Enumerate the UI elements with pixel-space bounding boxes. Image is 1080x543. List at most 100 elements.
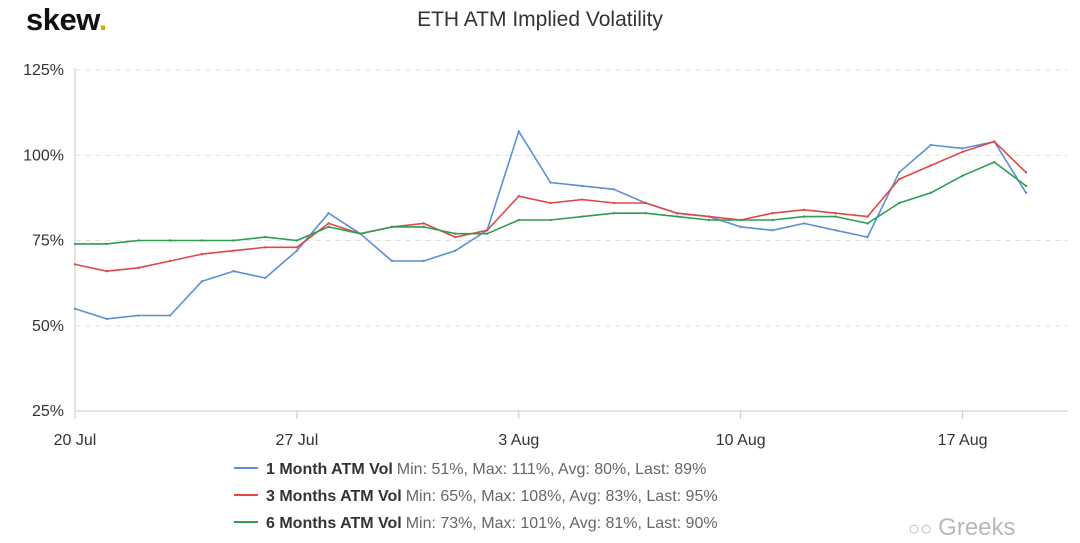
data-point bbox=[200, 239, 203, 242]
data-point bbox=[327, 212, 330, 215]
data-point bbox=[1024, 191, 1028, 194]
x-tick-label: 20 Jul bbox=[54, 432, 97, 449]
legend-swatch-6m bbox=[234, 520, 258, 523]
data-point bbox=[264, 246, 267, 249]
data-point bbox=[929, 143, 933, 147]
data-point bbox=[73, 242, 77, 246]
data-point bbox=[581, 198, 584, 201]
data-point bbox=[137, 314, 140, 317]
data-point bbox=[1024, 171, 1028, 174]
data-point bbox=[359, 232, 362, 235]
data-point bbox=[644, 212, 647, 215]
data-point bbox=[454, 249, 457, 252]
data-point bbox=[517, 218, 520, 222]
legend-item-3m[interactable]: 3 Months ATM Vol Min: 65%, Max: 108%, Avg… bbox=[234, 488, 718, 506]
data-point bbox=[612, 201, 616, 205]
data-point bbox=[612, 212, 616, 215]
data-point bbox=[517, 130, 520, 133]
data-point bbox=[549, 181, 552, 184]
data-point bbox=[771, 212, 774, 215]
data-point bbox=[549, 218, 552, 222]
x-tick-label: 3 Aug bbox=[498, 432, 539, 449]
data-point bbox=[200, 280, 203, 283]
data-point bbox=[612, 188, 616, 191]
data-point bbox=[73, 307, 77, 310]
data-point bbox=[834, 229, 837, 232]
data-point bbox=[485, 229, 489, 232]
data-point bbox=[898, 201, 901, 205]
data-point bbox=[200, 252, 203, 256]
data-point bbox=[422, 225, 425, 229]
data-point bbox=[707, 218, 711, 222]
legend-item-1m[interactable]: 1 Month ATM Vol Min: 51%, Max: 111%, Avg:… bbox=[234, 461, 706, 479]
data-point bbox=[327, 222, 330, 225]
data-point bbox=[993, 140, 996, 143]
data-point bbox=[295, 249, 299, 252]
data-point bbox=[295, 239, 299, 242]
legend-swatch-1m bbox=[234, 466, 258, 469]
y-tick-label: 125% bbox=[23, 62, 64, 79]
data-point bbox=[993, 160, 996, 164]
legend-series-stats: Min: 65%, Max: 108%, Avg: 83%, Last: 95% bbox=[405, 488, 718, 505]
skew-logo: skew. bbox=[26, 2, 107, 37]
greeks-watermark: ○○ Greeks bbox=[908, 514, 1016, 541]
chart-title: ETH ATM Implied Volatility bbox=[417, 8, 663, 31]
data-point bbox=[581, 215, 584, 218]
data-point bbox=[707, 215, 711, 218]
legend-series-name: 6 Months ATM Vol bbox=[266, 515, 402, 532]
data-point bbox=[232, 239, 235, 242]
data-point bbox=[73, 263, 77, 266]
legend-series-stats: Min: 51%, Max: 111%, Avg: 80%, Last: 89% bbox=[396, 461, 707, 478]
data-point bbox=[739, 225, 742, 229]
legend-series-name: 1 Month ATM Vol bbox=[266, 461, 393, 478]
legend-item-6m[interactable]: 6 Months ATM Vol Min: 73%, Max: 101%, Avg… bbox=[234, 515, 718, 533]
data-point bbox=[961, 150, 964, 154]
data-point bbox=[168, 259, 172, 263]
y-tick-label: 25% bbox=[32, 403, 64, 420]
data-point bbox=[295, 246, 299, 249]
data-point bbox=[517, 194, 520, 198]
data-point bbox=[327, 225, 330, 229]
data-point bbox=[739, 218, 742, 222]
data-point bbox=[929, 191, 933, 194]
data-point bbox=[802, 208, 806, 212]
data-point bbox=[168, 314, 172, 317]
data-point bbox=[834, 215, 837, 218]
data-point bbox=[898, 171, 901, 174]
data-point bbox=[454, 235, 457, 239]
data-point bbox=[644, 201, 647, 205]
data-point bbox=[105, 317, 108, 321]
data-point bbox=[390, 225, 394, 229]
data-point bbox=[105, 242, 108, 246]
data-point bbox=[454, 232, 457, 235]
legend-series-name: 3 Months ATM Vol bbox=[266, 488, 402, 505]
data-point bbox=[802, 215, 806, 218]
data-point bbox=[105, 269, 108, 273]
x-tick-label: 27 Jul bbox=[276, 432, 319, 449]
legend-series-stats: Min: 73%, Max: 101%, Avg: 81%, Last: 90% bbox=[405, 515, 718, 532]
y-tick-label: 50% bbox=[32, 318, 64, 335]
data-point bbox=[168, 239, 172, 242]
data-point bbox=[549, 201, 552, 205]
wechat-icon: ○○ bbox=[908, 518, 933, 540]
data-point bbox=[866, 215, 869, 218]
data-point bbox=[232, 249, 235, 252]
data-point bbox=[422, 259, 425, 263]
series-1m-line bbox=[74, 130, 1027, 320]
data-point bbox=[264, 235, 267, 239]
data-point bbox=[390, 259, 394, 263]
data-point bbox=[676, 215, 679, 218]
data-point bbox=[422, 222, 425, 225]
data-point bbox=[866, 222, 869, 225]
data-point bbox=[264, 276, 267, 280]
data-point bbox=[1024, 184, 1028, 188]
data-point bbox=[137, 239, 140, 242]
data-point bbox=[866, 235, 869, 239]
data-point bbox=[137, 266, 140, 269]
data-point bbox=[771, 229, 774, 232]
y-tick-label: 100% bbox=[23, 147, 64, 164]
x-tick-label: 17 Aug bbox=[938, 432, 988, 449]
data-point bbox=[485, 232, 489, 235]
data-point bbox=[581, 184, 584, 188]
